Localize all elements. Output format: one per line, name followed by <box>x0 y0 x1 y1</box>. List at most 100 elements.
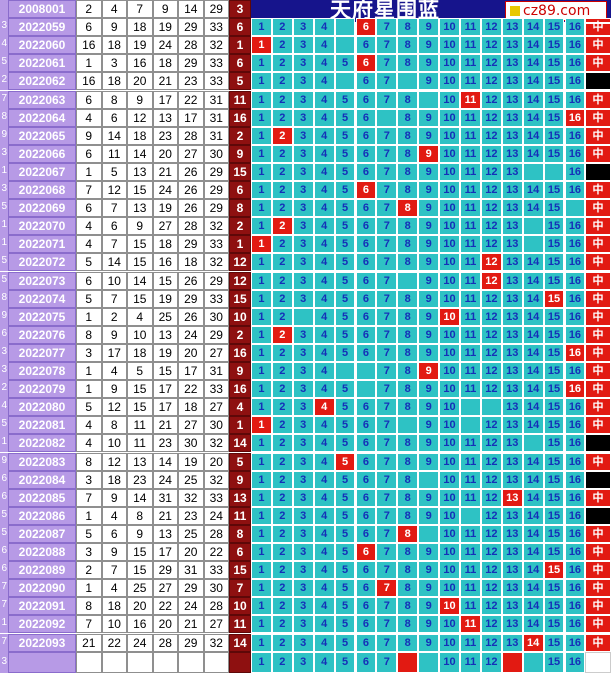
trend-cell: 9 <box>418 543 440 562</box>
hit-mark: 中 <box>585 307 611 326</box>
trend-cell: 15 <box>543 307 565 326</box>
row-index: 7 <box>0 633 8 652</box>
trend-cell: 14 <box>522 325 544 344</box>
hit-mark: 中 <box>585 398 611 417</box>
trend-cell: 12 <box>480 452 502 471</box>
trend-cell: 10 <box>439 506 460 525</box>
red-ball-number: 8 <box>127 506 153 525</box>
trend-cell: 10 <box>439 325 460 344</box>
issue-number: 2022092 <box>8 615 76 634</box>
hit-mark: 中 <box>585 54 611 73</box>
red-ball-number: 18 <box>127 126 153 145</box>
red-ball-number: 20 <box>152 144 178 163</box>
red-ball-number: 22 <box>101 633 127 652</box>
trend-cell: 10 <box>439 90 460 109</box>
site-logo[interactable]: cz89.com <box>505 1 607 21</box>
red-ball-number: 22 <box>203 543 229 562</box>
trend-cell: 7 <box>376 162 398 181</box>
trend-cell: 4 <box>313 72 335 91</box>
red-ball-number: 26 <box>178 199 204 218</box>
red-ball-number: 14 <box>178 0 204 19</box>
trend-cell: 5 <box>334 470 356 489</box>
trend-cell: 10 <box>439 343 460 362</box>
trend-cell: 9 <box>418 253 440 272</box>
trend-cell: 9 <box>418 398 440 417</box>
trend-cell: 8 <box>397 343 419 362</box>
blue-ball-number: 9 <box>229 362 251 381</box>
issue-number: 2022067 <box>8 162 76 181</box>
trend-cell: 2 <box>271 506 293 525</box>
blue-ball-number: 2 <box>229 217 251 236</box>
trend-cell: 13 <box>501 162 523 181</box>
trend-cell: 15 <box>543 579 565 598</box>
trend-cell: 7 <box>376 651 398 673</box>
red-ball-number: 31 <box>203 362 229 381</box>
trend-hit-marker: 1 <box>251 235 272 254</box>
trend-cell: 8 <box>397 162 419 181</box>
trend-cell: 16 <box>564 144 586 163</box>
trend-cell: 16 <box>564 416 586 435</box>
trend-cell: 15 <box>543 488 565 507</box>
trend-cell: 10 <box>439 181 460 200</box>
trend-cell: 15 <box>543 362 565 381</box>
trend-cell: 12 <box>480 615 502 634</box>
trend-cell: 1 <box>251 307 272 326</box>
red-ball-number: 8 <box>101 416 127 435</box>
red-ball-number: 16 <box>152 253 178 272</box>
trend-cell: 6 <box>355 162 377 181</box>
trend-cell: 16 <box>564 434 586 453</box>
trend-cell: 15 <box>543 144 565 163</box>
row-index: 6 <box>0 543 8 562</box>
blue-ball-number: 6 <box>229 54 251 73</box>
trend-cell: 1 <box>251 289 272 308</box>
trend-cell: 8 <box>397 434 419 453</box>
issue-number: 2022060 <box>8 36 76 55</box>
trend-cell: 10 <box>439 144 460 163</box>
trend-cell: 12 <box>480 217 502 236</box>
issue-number: 2022077 <box>8 343 76 362</box>
red-ball-number: 26 <box>178 181 204 200</box>
trend-cell: 3 <box>292 18 314 37</box>
blue-ball-number: 12 <box>229 253 251 272</box>
trend-cell: 1 <box>251 54 272 73</box>
trend-cell: 15 <box>543 72 565 91</box>
trend-cell: 16 <box>564 362 586 381</box>
trend-cell: 12 <box>480 36 502 55</box>
trend-cell: 3 <box>292 362 314 381</box>
trend-hit-marker: 1 <box>251 416 272 435</box>
trend-cell: 7 <box>376 398 398 417</box>
red-ball-number: 1 <box>76 362 102 381</box>
row-index: 6 <box>0 470 8 489</box>
row-index: 2 <box>0 380 8 399</box>
trend-cell: 7 <box>376 343 398 362</box>
trend-cell: 16 <box>564 54 586 73</box>
red-ball-number: 9 <box>127 524 153 543</box>
trend-cell: 12 <box>480 470 502 489</box>
trend-cell: 14 <box>522 398 544 417</box>
trend-cell: 5 <box>334 633 356 652</box>
hit-mark: 中 <box>585 235 611 254</box>
red-ball-number: 29 <box>178 633 204 652</box>
trend-hit-marker: 5 <box>334 452 356 471</box>
red-ball-number: 12 <box>127 108 153 127</box>
red-ball-number: 5 <box>76 289 102 308</box>
trend-cell: 10 <box>439 561 460 580</box>
trend-cell: 9 <box>418 325 440 344</box>
issue-number: 2022086 <box>8 506 76 525</box>
trend-cell: 10 <box>439 253 460 272</box>
blue-ball-number: 15 <box>229 561 251 580</box>
trend-cell: 13 <box>501 524 523 543</box>
red-ball-number: 8 <box>76 597 102 616</box>
red-ball-number: 20 <box>178 543 204 562</box>
blue-ball-number: 10 <box>229 597 251 616</box>
miss-mark <box>585 162 611 181</box>
row-index: 3 <box>0 181 8 200</box>
row-index: 7 <box>0 90 8 109</box>
red-ball-number: 29 <box>203 199 229 218</box>
blue-ball-number: 7 <box>229 579 251 598</box>
row-index: 4 <box>0 36 8 55</box>
trend-cell: 2 <box>271 108 293 127</box>
trend-cell: 2 <box>271 162 293 181</box>
issue-number: 2022065 <box>8 126 76 145</box>
trend-cell: 6 <box>355 452 377 471</box>
